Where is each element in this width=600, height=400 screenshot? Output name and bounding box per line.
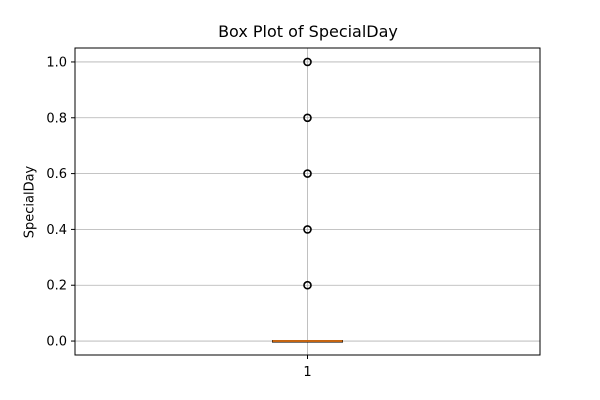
- y-tick-label: 0.4: [46, 223, 67, 238]
- chart-title: Box Plot of SpecialDay: [218, 22, 398, 41]
- outlier-point: [303, 57, 312, 67]
- x-tick-label: 1: [303, 365, 311, 380]
- box-layer: [272, 340, 343, 343]
- y-tick-label: 0.8: [46, 111, 67, 126]
- outlier-point: [303, 113, 312, 123]
- outlier-point: [303, 169, 312, 178]
- y-tick-label: 0.2: [46, 279, 67, 294]
- y-tick-label: 0.0: [46, 335, 67, 350]
- outlier-point: [303, 225, 312, 234]
- outlier-point: [303, 280, 312, 290]
- y-tick-label: 1.0: [46, 55, 67, 70]
- y-tick-label: 0.6: [46, 167, 67, 182]
- outlier-layer: [303, 57, 312, 290]
- tick-layer: 0.0 0.2 0.4 0.6 0.8 1.0 1: [46, 55, 311, 380]
- grid-layer: [75, 48, 540, 355]
